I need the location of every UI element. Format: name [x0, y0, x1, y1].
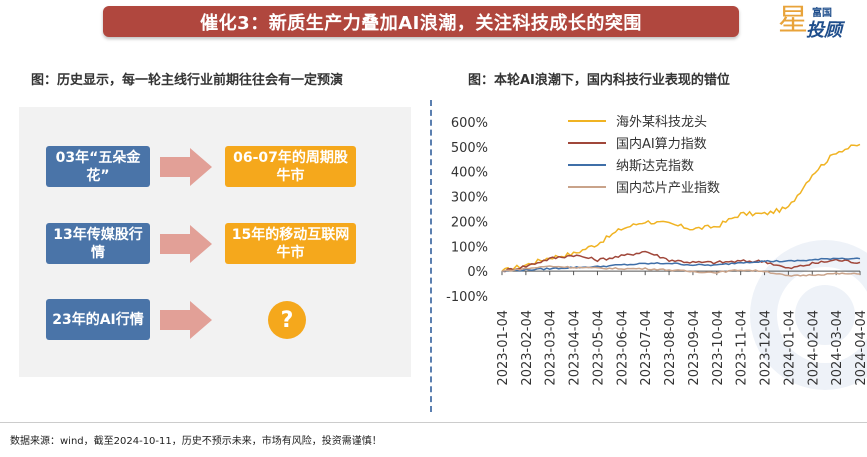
watermark-logo — [750, 240, 867, 390]
series-line — [501, 143, 861, 272]
legend-label: 纳斯达克指数 — [616, 159, 694, 174]
x-tick-label: 2024-04-04 — [854, 310, 867, 386]
series-line — [501, 250, 861, 273]
x-tick-label: 2023-01-04 — [496, 310, 511, 386]
right-subtitle: 图：本轮AI浪潮下，国内科技行业表现的错位 — [468, 73, 730, 88]
row2-from-box: 13年传媒股行情 — [46, 223, 150, 264]
y-tick-label: 300% — [451, 191, 488, 206]
question-mark-icon: ? — [268, 301, 306, 339]
x-tick-label: 2023-02-04 — [520, 310, 535, 386]
footer-divider — [0, 422, 867, 423]
banner-title: 催化3：新质生产力叠加AI浪潮，关注科技成长的突围 — [103, 6, 739, 37]
panel-divider — [430, 100, 432, 412]
x-tick-label: 2023-06-04 — [615, 310, 630, 386]
x-tick-label: 2023-12-04 — [759, 310, 774, 386]
line-chart: 600% 500% 400% 300% 200% 100% 0% -100% 2023-01-… — [446, 115, 867, 390]
y-tick-label: 100% — [451, 240, 488, 255]
x-tick-label: 2024-02-04 — [806, 310, 821, 386]
x-tick-label: 2023-11-04 — [735, 310, 750, 386]
star-icon: 星 — [778, 3, 808, 38]
row2-arrow-icon — [160, 225, 212, 263]
x-tick-label: 2023-08-04 — [663, 310, 678, 386]
x-tick-label: 2023-04-04 — [568, 310, 583, 386]
legend-label: 国内AI算力指数 — [616, 136, 707, 152]
series-line — [501, 257, 861, 272]
legend-label: 海外某科技龙头 — [616, 115, 707, 130]
x-tick-label: 2023-03-04 — [544, 310, 559, 386]
row3-arrow-icon — [160, 301, 212, 339]
y-tick-label: 400% — [451, 166, 488, 181]
x-tick-label: 2023-09-04 — [687, 310, 702, 386]
brand-logo: 星 富国 投顾 — [778, 3, 864, 42]
y-tick-label: 600% — [451, 116, 488, 131]
y-tick-label: 500% — [451, 141, 488, 156]
logo-big-text: 投顾 — [806, 20, 842, 41]
legend-label: 国内芯片产业指数 — [616, 180, 720, 196]
row1-to-box: 06-07年的周期股牛市 — [225, 146, 356, 187]
row3-from-box: 23年的AI行情 — [46, 299, 150, 340]
row2-to-box: 15年的移动互联网牛市 — [225, 223, 356, 264]
x-tick-label: 2023-10-04 — [711, 310, 726, 386]
footer-note: 数据来源：wind，截至2024-10-11，历史不预示未来，市场有风险，投资需… — [10, 436, 382, 447]
logo-small-text: 富国 — [812, 8, 832, 19]
x-tick-label: 2024-01-04 — [782, 310, 797, 386]
row1-from-box: 03年“五朵金花” — [46, 146, 150, 187]
y-tick-label: 0% — [467, 265, 488, 280]
x-tick-label: 2024-03-04 — [830, 310, 845, 386]
y-tick-label: -100% — [446, 290, 488, 305]
left-subtitle: 图：历史显示，每一轮主线行业前期往往会有一定预演 — [31, 73, 344, 88]
x-tick-label: 2023-07-04 — [639, 310, 654, 386]
series-line — [501, 265, 861, 277]
row1-arrow-icon — [160, 148, 212, 186]
y-tick-label: 200% — [451, 215, 488, 230]
x-tick-label: 2023-05-04 — [591, 310, 606, 386]
